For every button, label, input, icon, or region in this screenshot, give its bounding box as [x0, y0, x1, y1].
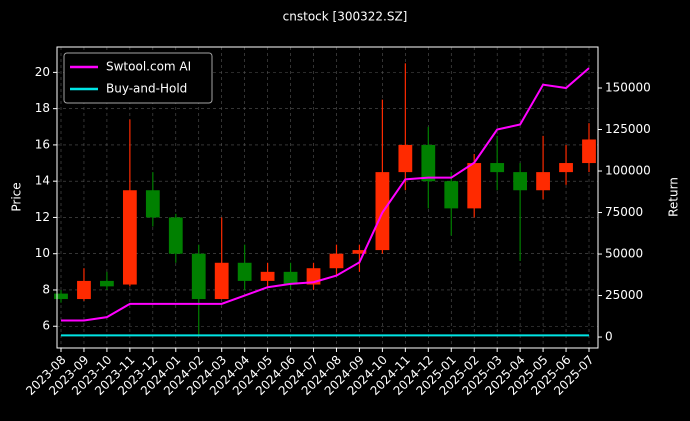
candle-body: [283, 271, 298, 285]
y-tick-label: 8: [42, 282, 50, 296]
candle-body: [444, 181, 459, 209]
candle-body: [559, 163, 573, 173]
y2-tick-label: 150000: [605, 81, 651, 95]
y-tick-label: 12: [35, 210, 50, 224]
y2-tick-label: 75000: [605, 205, 643, 219]
y-axis-label: Price: [10, 182, 24, 211]
y-tick-label: 10: [35, 246, 50, 260]
y2-axis-label: Return: [667, 177, 681, 217]
candle-body: [352, 250, 367, 254]
y2-tick-label: 0: [605, 330, 613, 344]
candle-body: [329, 253, 344, 269]
y2-tick-label: 100000: [605, 164, 651, 178]
candle-body: [54, 293, 68, 300]
candle-body: [214, 262, 229, 300]
return-line: [61, 67, 590, 322]
y2-tick-label: 25000: [605, 288, 643, 302]
plot-frame: [56, 46, 599, 349]
candle-body: [536, 172, 550, 191]
candle-body: [260, 271, 275, 281]
candle-body: [145, 190, 160, 218]
candle-body: [237, 262, 252, 281]
legend-label: Swtool.com AI: [106, 60, 191, 74]
candle-body: [490, 163, 505, 173]
legend-box: [63, 52, 213, 104]
y-tick-label: 18: [35, 101, 50, 115]
candle-body: [421, 144, 436, 182]
candle-body: [467, 163, 482, 209]
legend-label: Buy-and-Hold: [106, 82, 187, 96]
candle-body: [582, 139, 596, 164]
candle-body: [513, 172, 528, 191]
y-tick-label: 14: [35, 174, 50, 188]
candle-body: [168, 217, 183, 254]
chart-title: cnstock [300322.SZ]: [283, 10, 408, 24]
y2-tick-label: 50000: [605, 247, 643, 261]
candle-body: [77, 280, 91, 300]
candle-body: [398, 144, 413, 173]
candle-body: [191, 253, 206, 300]
candle-body: [100, 280, 114, 287]
y-tick-label: 6: [42, 319, 50, 333]
y-tick-label: 16: [35, 137, 50, 151]
y-tick-label: 20: [35, 65, 50, 79]
candle-body: [122, 190, 137, 285]
y2-tick-label: 125000: [605, 122, 651, 136]
